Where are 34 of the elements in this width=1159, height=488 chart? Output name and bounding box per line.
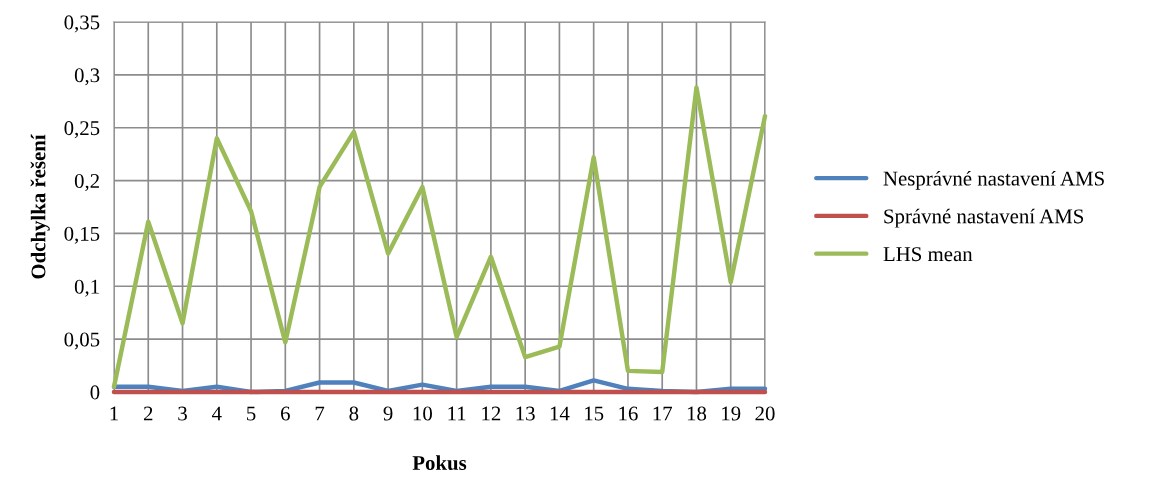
y-tick-label: 0,3 bbox=[74, 68, 100, 86]
y-tick-label: 0,05 bbox=[64, 332, 100, 350]
x-tick-label: 11 bbox=[448, 406, 466, 421]
x-tick-label: 19 bbox=[722, 406, 741, 421]
x-tick-label: 5 bbox=[247, 406, 256, 421]
x-tick-label: 12 bbox=[482, 406, 501, 421]
x-tick-label: 1 bbox=[110, 406, 118, 421]
x-axis-title: Pokus bbox=[412, 455, 467, 471]
x-tick-label: 10 bbox=[413, 406, 432, 421]
legend-label: Správné nastavení AMS bbox=[884, 208, 1084, 228]
legend-label: LHS mean bbox=[883, 247, 973, 262]
y-tick-label: 0,15 bbox=[64, 226, 100, 244]
x-tick-label: 9 bbox=[383, 406, 393, 421]
legend-label: Nesprávné nastavení AMS bbox=[883, 170, 1104, 190]
x-tick-label: 14 bbox=[550, 406, 570, 421]
x-tick-label: 15 bbox=[585, 406, 604, 421]
x-tick-label: 8 bbox=[349, 406, 359, 421]
y-tick-label: 0,25 bbox=[64, 121, 100, 139]
x-tick-label: 20 bbox=[755, 406, 775, 421]
x-tick-label: 4 bbox=[211, 406, 222, 421]
x-tick-label: 3 bbox=[178, 406, 187, 421]
x-tick-label: 13 bbox=[516, 406, 535, 421]
x-tick-label: 18 bbox=[687, 406, 707, 421]
y-tick-label: 0,35 bbox=[64, 15, 100, 33]
y-tick-label: 0 bbox=[90, 385, 100, 400]
x-tick-label: 2 bbox=[143, 406, 153, 421]
x-tick-label: 6 bbox=[281, 406, 290, 421]
y-axis-title: Odchylka řešení bbox=[30, 134, 50, 279]
line-series bbox=[111, 85, 768, 389]
y-tick-label: 0,1 bbox=[74, 279, 99, 297]
x-tick-label: 16 bbox=[619, 406, 638, 421]
x-tick-label: 7 bbox=[315, 406, 325, 421]
x-tick-label: 17 bbox=[653, 406, 673, 421]
y-tick-label: 0,2 bbox=[74, 173, 99, 191]
